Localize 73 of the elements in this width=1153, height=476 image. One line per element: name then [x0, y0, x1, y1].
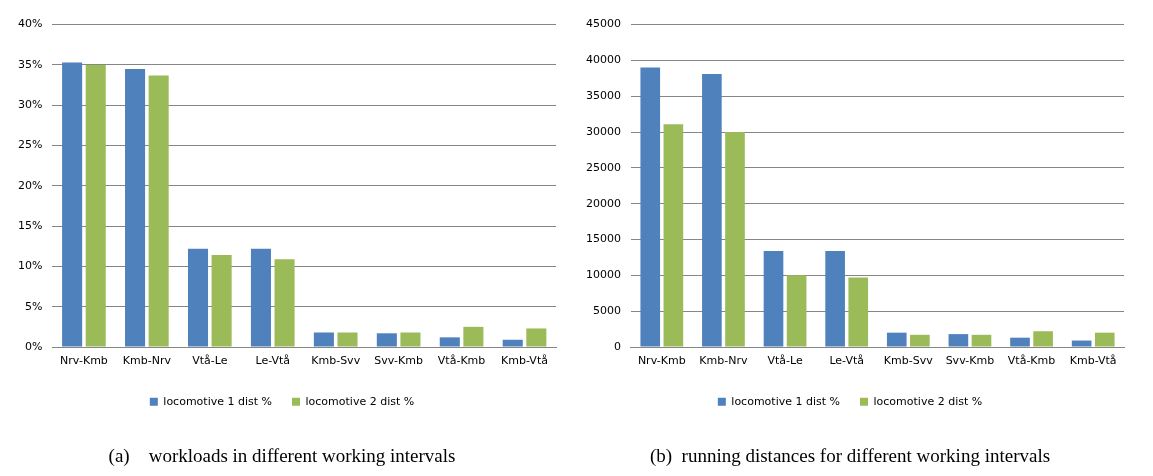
x-tick-label: Vtå-Kmb — [437, 354, 486, 368]
y-tick-label: 45000 — [585, 17, 621, 31]
bar — [1010, 337, 1030, 347]
bar — [763, 251, 784, 347]
bar — [1094, 332, 1115, 347]
x-tick-label: Svv-Kmb — [374, 354, 423, 368]
bar — [910, 334, 930, 347]
x-tick-label: Vtå-Le — [192, 354, 228, 368]
x-tick-label: Nrv-Kmb — [59, 354, 108, 368]
x-tick-label: Kmb-Svv — [311, 354, 361, 368]
x-tick-label: Vtå-Le — [767, 354, 803, 368]
y-tick-label: 5000 — [592, 304, 621, 318]
y-tick-label: 10% — [18, 259, 43, 273]
y-tick-label: 20000 — [585, 196, 621, 210]
y-tick-label: 15% — [18, 218, 43, 232]
y-tick-label: 40000 — [585, 53, 621, 67]
x-tick-label: Nrv-Kmb — [637, 354, 686, 368]
bar — [274, 259, 295, 347]
bar — [702, 74, 722, 347]
bar — [825, 251, 845, 347]
bar — [211, 255, 232, 347]
bar — [463, 326, 484, 347]
x-tick-label: Le-Vtå — [255, 354, 291, 368]
x-tick-label: Svv-Kmb — [945, 354, 995, 368]
bar — [148, 75, 169, 347]
bar — [725, 132, 745, 347]
x-tick-label: Vtå-Kmb — [1007, 354, 1056, 368]
bar — [62, 62, 83, 347]
y-tick-label: 35% — [18, 57, 43, 71]
y-tick-label: 40% — [18, 17, 43, 31]
y-tick-label: 0% — [25, 339, 43, 353]
bar — [85, 64, 106, 347]
bar — [663, 124, 684, 347]
text: (b) running distances for different working intervals — [649, 444, 1051, 467]
y-tick-label: 25% — [18, 138, 43, 152]
bar — [187, 248, 209, 347]
bar — [337, 332, 358, 347]
legend-label: locomotive 2 dist % — [873, 394, 983, 408]
y-tick-label: 0 — [613, 339, 621, 353]
bar — [376, 333, 397, 347]
bar — [502, 339, 523, 347]
x-tick-label: Kmb-Svv — [883, 354, 934, 368]
x-tick-label: Kmb-Vtå — [1069, 354, 1117, 368]
bar — [640, 67, 661, 347]
y-tick-label: 10000 — [585, 268, 621, 282]
bar — [125, 68, 146, 347]
x-tick-label: Kmb-Nrv — [699, 354, 748, 368]
bar — [526, 328, 547, 347]
bar — [971, 334, 992, 347]
x-tick-label: Kmb-Nrv — [122, 354, 172, 368]
y-tick-label: 20% — [18, 178, 43, 192]
y-tick-label: 5% — [25, 299, 43, 313]
y-tick-label: 35000 — [585, 89, 621, 103]
legend-label: locomotive 1 dist % — [163, 394, 273, 408]
bar — [886, 332, 907, 347]
x-tick-label: Le-Vtå — [829, 354, 864, 368]
y-tick-label: 30% — [18, 98, 43, 112]
bar — [250, 248, 271, 347]
bar — [1071, 340, 1092, 347]
text: (a) workloads in different working intervals — [108, 444, 456, 467]
bar — [400, 332, 421, 347]
bar — [439, 337, 460, 347]
bar — [848, 277, 869, 347]
bar — [948, 334, 969, 347]
y-tick-label: 25000 — [585, 160, 621, 174]
y-tick-label: 15000 — [585, 232, 621, 246]
bar — [786, 275, 807, 347]
y-tick-label: 30000 — [585, 124, 621, 138]
bar — [313, 332, 334, 347]
legend-label: locomotive 1 dist % — [731, 394, 841, 408]
x-tick-label: Kmb-Vtå — [501, 354, 548, 368]
bar — [1033, 331, 1053, 347]
legend-label: locomotive 2 dist % — [305, 394, 415, 408]
